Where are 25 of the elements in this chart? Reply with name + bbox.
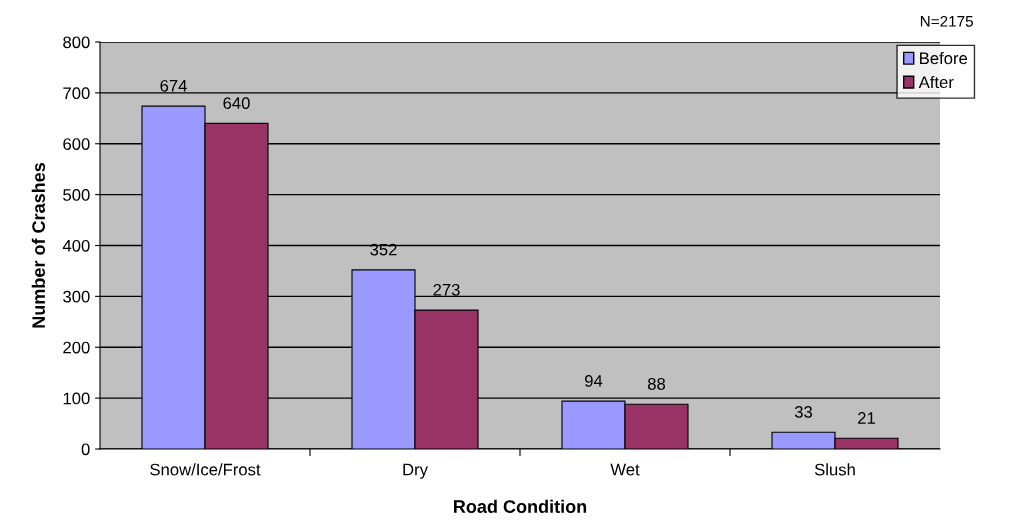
x-axis-title: Road Condition: [454, 499, 587, 513]
y-tick-label: 500: [63, 189, 90, 201]
y-tick-label: 700: [63, 87, 90, 100]
y-tick-label: 200: [63, 341, 90, 354]
y-tick-label: 400: [62, 239, 90, 252]
data-label: 21: [858, 412, 875, 424]
y-tick-label: 300: [63, 290, 90, 303]
data-label: 640: [223, 97, 250, 109]
data-label: 33: [794, 406, 813, 418]
y-tick-label: 800: [63, 36, 90, 49]
x-tick-label: Wet: [610, 463, 640, 476]
y-tick-label: 0: [81, 443, 90, 456]
data-label: 273: [433, 283, 460, 296]
y-tick-label: 600: [63, 138, 90, 150]
data-label: 88: [647, 378, 666, 390]
x-tick-label: Dry: [403, 463, 428, 479]
legend-label: Before: [920, 52, 968, 65]
y-tick-label: 100: [63, 392, 90, 405]
y-axis-title: Number of Crashes: [31, 162, 46, 328]
data-label: 674: [160, 79, 187, 92]
data-label: 94: [585, 374, 603, 387]
text: N=2175: [920, 15, 973, 27]
x-tick-label: Snow/Ice/Frost: [150, 463, 261, 476]
x-tick-label: Slush: [814, 463, 855, 476]
legend-label: After: [918, 75, 954, 89]
